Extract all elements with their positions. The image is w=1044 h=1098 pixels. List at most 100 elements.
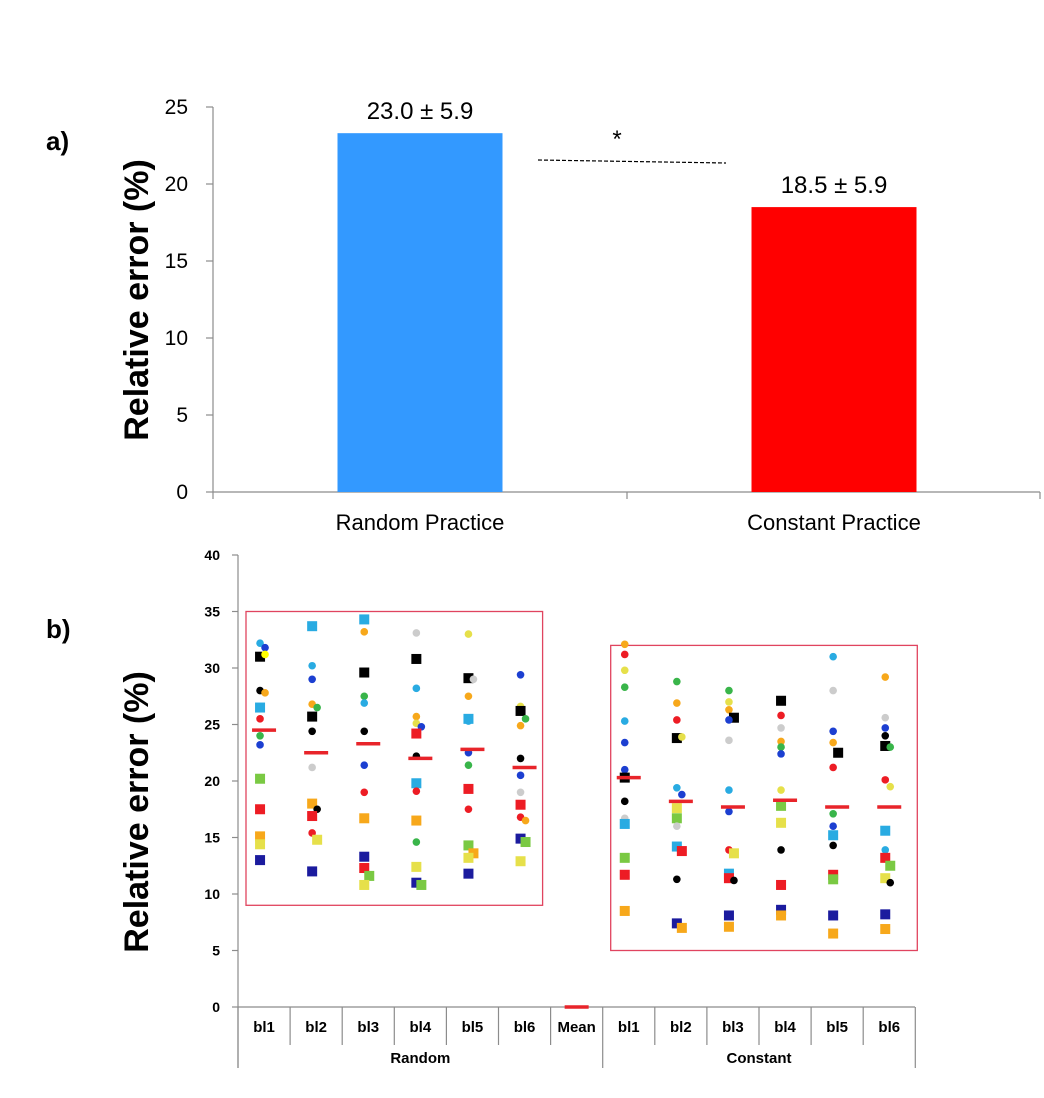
data-point-square bbox=[359, 879, 370, 890]
data-point-circle bbox=[521, 715, 530, 723]
data-point-circle bbox=[620, 797, 629, 806]
x-category-label-b: bl2 bbox=[305, 1019, 327, 1036]
y-tick-label-a: 0 bbox=[176, 481, 188, 504]
y-tick-label-b: 5 bbox=[212, 943, 220, 959]
x-category-label-b: bl5 bbox=[462, 1019, 484, 1036]
data-point-square bbox=[359, 813, 370, 824]
panel-a-bar-chart: a) Relative error (%) 0 5 10 15 20 25 23.0 ± … bbox=[46, 96, 1041, 535]
data-point-circle bbox=[673, 677, 681, 686]
data-point-circle bbox=[308, 661, 316, 670]
y-tick-label-b: 15 bbox=[204, 830, 220, 846]
y-tick-label-b: 25 bbox=[204, 717, 220, 733]
x-group-label-b: Random bbox=[390, 1050, 450, 1067]
data-point-circle bbox=[464, 692, 473, 701]
data-point-circle bbox=[886, 782, 895, 791]
data-point-square bbox=[463, 868, 474, 879]
data-point-square bbox=[255, 804, 266, 815]
data-point-circle bbox=[256, 715, 264, 723]
data-point-square bbox=[463, 840, 474, 851]
bar-data-label: 23.0 ± 5.9 bbox=[367, 98, 474, 125]
data-point-square bbox=[463, 783, 474, 794]
x-category-label-b: bl6 bbox=[878, 1019, 900, 1036]
y-tick-label-a: 10 bbox=[165, 327, 188, 350]
data-point-circle bbox=[516, 771, 525, 780]
data-point-circle bbox=[464, 717, 473, 725]
data-point-square bbox=[776, 695, 787, 706]
data-point-circle bbox=[881, 673, 890, 681]
data-point-square bbox=[619, 869, 630, 880]
group-boxes-b bbox=[245, 610, 918, 952]
data-point-circle bbox=[308, 763, 316, 772]
data-point-square bbox=[515, 705, 526, 716]
data-point-circle bbox=[308, 727, 316, 736]
data-point-square bbox=[307, 811, 318, 822]
data-point-square bbox=[828, 910, 839, 921]
data-point-circle bbox=[516, 788, 525, 797]
data-point-circle bbox=[886, 743, 895, 751]
data-point-square bbox=[255, 839, 266, 850]
points-b bbox=[255, 614, 896, 939]
x-category-label-b: bl4 bbox=[774, 1019, 796, 1036]
data-point-circle bbox=[777, 786, 785, 794]
data-point-circle bbox=[881, 724, 890, 732]
data-point-square bbox=[255, 702, 266, 713]
data-point-square bbox=[307, 621, 318, 632]
data-point-circle bbox=[725, 736, 733, 745]
x-category-label-b: bl3 bbox=[357, 1019, 379, 1036]
data-point-square bbox=[776, 817, 787, 828]
data-point-circle bbox=[725, 716, 733, 724]
data-point-circle bbox=[620, 640, 629, 649]
x-category-label-b: bl1 bbox=[253, 1019, 275, 1036]
y-ticks-a: 0 5 10 15 20 25 bbox=[165, 96, 1041, 504]
data-point-circle bbox=[829, 727, 837, 736]
data-point-circle bbox=[469, 675, 478, 684]
data-point-circle bbox=[829, 841, 837, 850]
data-point-circle bbox=[777, 846, 785, 854]
data-point-circle bbox=[725, 686, 733, 695]
x-category-label-b: bl6 bbox=[514, 1019, 536, 1036]
data-point-circle bbox=[360, 788, 369, 797]
x-category-label-b: bl2 bbox=[670, 1019, 692, 1036]
data-point-circle bbox=[412, 838, 421, 846]
data-point-square bbox=[255, 651, 266, 662]
y-tick-label-b: 30 bbox=[204, 660, 220, 676]
data-point-square bbox=[416, 879, 427, 890]
group-highlight-box bbox=[610, 644, 918, 952]
data-point-circle bbox=[777, 750, 785, 758]
y-tick-label-a: 25 bbox=[165, 96, 188, 119]
data-point-circle bbox=[725, 807, 733, 816]
data-point-circle bbox=[777, 743, 785, 751]
data-point-circle bbox=[725, 786, 733, 794]
data-point-circle bbox=[412, 787, 421, 795]
data-point-square bbox=[255, 773, 266, 784]
y-tick-label-a: 5 bbox=[176, 404, 188, 427]
bar-data-label: 18.5 ± 5.9 bbox=[781, 172, 888, 199]
data-point-square bbox=[411, 653, 422, 664]
data-point-circle bbox=[829, 738, 837, 747]
data-point-circle bbox=[673, 716, 681, 724]
data-point-circle bbox=[256, 741, 264, 749]
bar-random-practice bbox=[337, 133, 503, 492]
data-point-circle bbox=[261, 650, 269, 659]
data-point-square bbox=[728, 712, 739, 723]
data-point-square bbox=[255, 855, 266, 866]
data-point-circle bbox=[261, 643, 269, 652]
data-point-circle bbox=[360, 628, 369, 636]
data-point-circle bbox=[521, 816, 530, 825]
data-point-square bbox=[880, 852, 891, 863]
y-tick-label-a: 20 bbox=[165, 173, 188, 196]
y-tick-label-b: 10 bbox=[204, 886, 220, 902]
x-category-label-b: Mean bbox=[557, 1019, 595, 1036]
data-point-square bbox=[880, 825, 891, 836]
data-point-square bbox=[463, 852, 474, 863]
data-point-square bbox=[307, 711, 318, 722]
data-point-circle bbox=[730, 876, 738, 885]
data-point-square bbox=[776, 879, 787, 890]
data-point-square bbox=[833, 747, 844, 758]
data-point-circle bbox=[881, 846, 890, 854]
data-point-square bbox=[880, 924, 891, 935]
group-highlight-box bbox=[245, 610, 544, 906]
data-point-circle bbox=[256, 639, 264, 647]
data-point-circle bbox=[673, 699, 681, 707]
x-category-label-b: bl5 bbox=[826, 1019, 848, 1036]
